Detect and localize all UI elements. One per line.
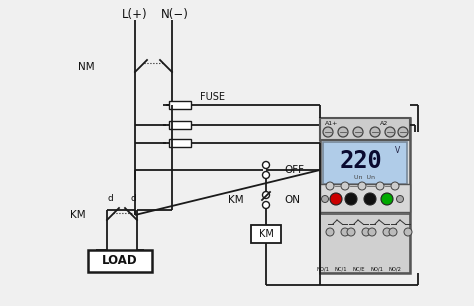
Bar — [320, 214, 410, 273]
Circle shape — [263, 171, 270, 178]
Bar — [251, 225, 281, 243]
Circle shape — [323, 127, 333, 137]
Circle shape — [385, 127, 395, 137]
Text: NO/1: NO/1 — [317, 267, 329, 271]
Circle shape — [341, 182, 349, 190]
Bar — [320, 118, 410, 273]
Text: NO/1: NO/1 — [371, 267, 383, 271]
Circle shape — [404, 228, 412, 236]
Text: KM: KM — [258, 229, 273, 239]
Bar — [323, 142, 407, 184]
Text: Un  Un: Un Un — [355, 174, 375, 180]
Circle shape — [362, 228, 370, 236]
Text: A2: A2 — [380, 121, 388, 125]
Circle shape — [398, 127, 408, 137]
Bar — [169, 139, 191, 147]
Circle shape — [358, 182, 366, 190]
Circle shape — [321, 196, 328, 203]
Circle shape — [338, 127, 348, 137]
Circle shape — [353, 127, 363, 137]
Text: ON: ON — [284, 195, 300, 205]
Text: NC/E: NC/E — [353, 267, 365, 271]
Circle shape — [370, 127, 380, 137]
Text: d: d — [130, 193, 136, 203]
Bar — [88, 250, 152, 272]
Circle shape — [263, 201, 270, 208]
Circle shape — [263, 162, 270, 169]
Text: KM: KM — [228, 195, 244, 205]
Circle shape — [396, 196, 403, 203]
Circle shape — [341, 228, 349, 236]
Circle shape — [383, 228, 391, 236]
Circle shape — [389, 228, 397, 236]
Text: A1+: A1+ — [325, 121, 338, 125]
Circle shape — [345, 193, 357, 205]
Text: V: V — [395, 145, 401, 155]
Circle shape — [326, 228, 334, 236]
Text: KM: KM — [70, 210, 86, 220]
Text: LOAD: LOAD — [102, 255, 138, 267]
Text: NC/1: NC/1 — [335, 267, 347, 271]
Text: NM: NM — [78, 62, 95, 72]
Circle shape — [376, 182, 384, 190]
Circle shape — [347, 228, 355, 236]
Circle shape — [326, 182, 334, 190]
Circle shape — [330, 193, 342, 205]
Bar — [169, 121, 191, 129]
Bar — [169, 101, 191, 109]
Text: N(−): N(−) — [161, 8, 189, 21]
Circle shape — [391, 182, 399, 190]
Circle shape — [381, 193, 393, 205]
Text: d: d — [107, 193, 113, 203]
Text: FUSE: FUSE — [200, 92, 225, 102]
Circle shape — [364, 193, 376, 205]
Text: 220: 220 — [340, 149, 383, 173]
Text: OFF: OFF — [284, 165, 304, 175]
Text: L(+): L(+) — [122, 8, 148, 21]
Circle shape — [368, 228, 376, 236]
Bar — [320, 184, 410, 212]
Circle shape — [263, 192, 270, 199]
Bar — [320, 118, 410, 140]
Text: NO/2: NO/2 — [389, 267, 401, 271]
